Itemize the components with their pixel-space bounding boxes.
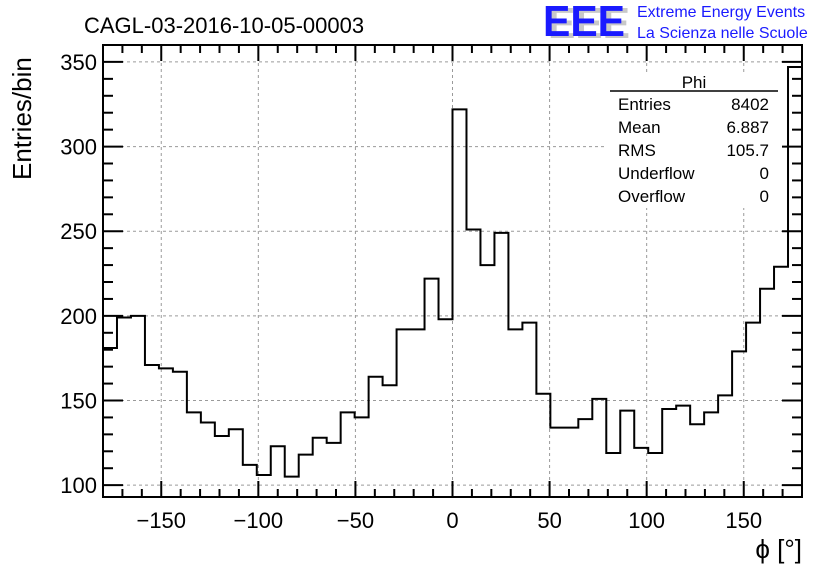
histogram-bin	[676, 406, 690, 497]
histogram-bin	[117, 318, 131, 497]
y-tick-label: 100	[60, 473, 97, 498]
histogram-bin	[522, 323, 536, 497]
y-tick-label: 200	[60, 304, 97, 329]
stats-value: 0	[760, 164, 769, 183]
histogram-bin	[480, 265, 494, 497]
x-tick-label: −100	[234, 508, 284, 533]
histogram-bin	[369, 377, 383, 497]
histogram-bin	[201, 423, 215, 497]
stats-value: 8402	[731, 95, 769, 114]
histogram-bin	[411, 329, 425, 497]
stats-box: Phi Entries 8402 Mean 6.887 RMS 105.7 Underflo…	[606, 72, 782, 208]
histogram-bin	[313, 438, 327, 497]
plot-frame	[102, 44, 803, 498]
histogram-bin	[131, 316, 145, 497]
stats-value: 0	[760, 187, 769, 206]
histogram-bin	[508, 329, 522, 497]
histogram-bin	[453, 109, 467, 497]
x-tick-label: 150	[725, 508, 762, 533]
histogram-bin	[774, 267, 788, 497]
histogram-bin	[662, 409, 676, 497]
histogram-bin	[550, 428, 564, 497]
histogram-bin	[592, 399, 606, 497]
y-axis-label: Entries/bin	[7, 57, 37, 180]
histogram-bin	[536, 394, 550, 497]
axis-ticks	[103, 44, 802, 497]
x-tick-label: 100	[628, 508, 665, 533]
eee-logo-text: EEE	[543, 0, 625, 46]
histogram-bin	[103, 348, 117, 497]
y-tick-label: 150	[60, 389, 97, 414]
histogram-bin	[690, 424, 704, 497]
x-axis-label: ϕ [°]	[755, 534, 802, 564]
histogram-bin	[425, 279, 439, 497]
stats-label: Underflow	[618, 164, 695, 183]
y-tick-label: 350	[60, 50, 97, 75]
histogram-bin	[341, 412, 355, 497]
x-tick-label: 50	[537, 508, 561, 533]
histogram-bin	[564, 428, 578, 497]
histogram-bin	[173, 372, 187, 497]
histogram-bin	[215, 436, 229, 497]
x-tick-label: −150	[136, 508, 186, 533]
stats-label: Mean	[618, 118, 661, 137]
stats-value: 105.7	[726, 141, 769, 160]
chart-title: CAGL-03-2016-10-05-00003	[84, 13, 364, 38]
histogram-bin	[746, 323, 760, 497]
histogram-bin	[718, 395, 732, 497]
stats-label: Entries	[618, 95, 671, 114]
eee-logo: EEE	[543, 0, 625, 46]
histogram-bin	[494, 233, 508, 497]
histogram-bin	[704, 412, 718, 497]
histogram-bin	[187, 412, 201, 497]
org-name-line1: Extreme Energy Events	[637, 4, 805, 21]
histogram-bin	[620, 411, 634, 497]
y-tick-labels: 100 150 200 250 300 350	[60, 50, 97, 498]
stats-title: Phi	[682, 73, 707, 92]
histogram-bin	[466, 230, 480, 497]
y-tick-label: 300	[60, 135, 97, 160]
x-tick-labels: −150 −100 −50 0 50 100 150	[136, 508, 762, 533]
histogram-bin	[145, 365, 159, 497]
stats-value: 6.887	[726, 118, 769, 137]
histogram-bin	[760, 289, 774, 497]
histogram-bin	[327, 443, 341, 497]
stats-label: RMS	[618, 141, 656, 160]
histogram-bin	[383, 385, 397, 497]
stats-label: Overflow	[618, 187, 686, 206]
y-tick-label: 250	[60, 219, 97, 244]
x-tick-label: −50	[337, 508, 374, 533]
org-name-line2: La Scienza nelle Scuole	[637, 25, 808, 42]
histogram-bin	[243, 465, 257, 497]
histogram-bin	[648, 453, 662, 497]
histogram-bin	[397, 329, 411, 497]
histogram-bin	[229, 429, 243, 497]
histogram-bin	[299, 455, 313, 497]
histogram-bin	[439, 319, 453, 497]
histogram-line	[103, 66, 802, 478]
x-tick-label: 0	[446, 508, 458, 533]
